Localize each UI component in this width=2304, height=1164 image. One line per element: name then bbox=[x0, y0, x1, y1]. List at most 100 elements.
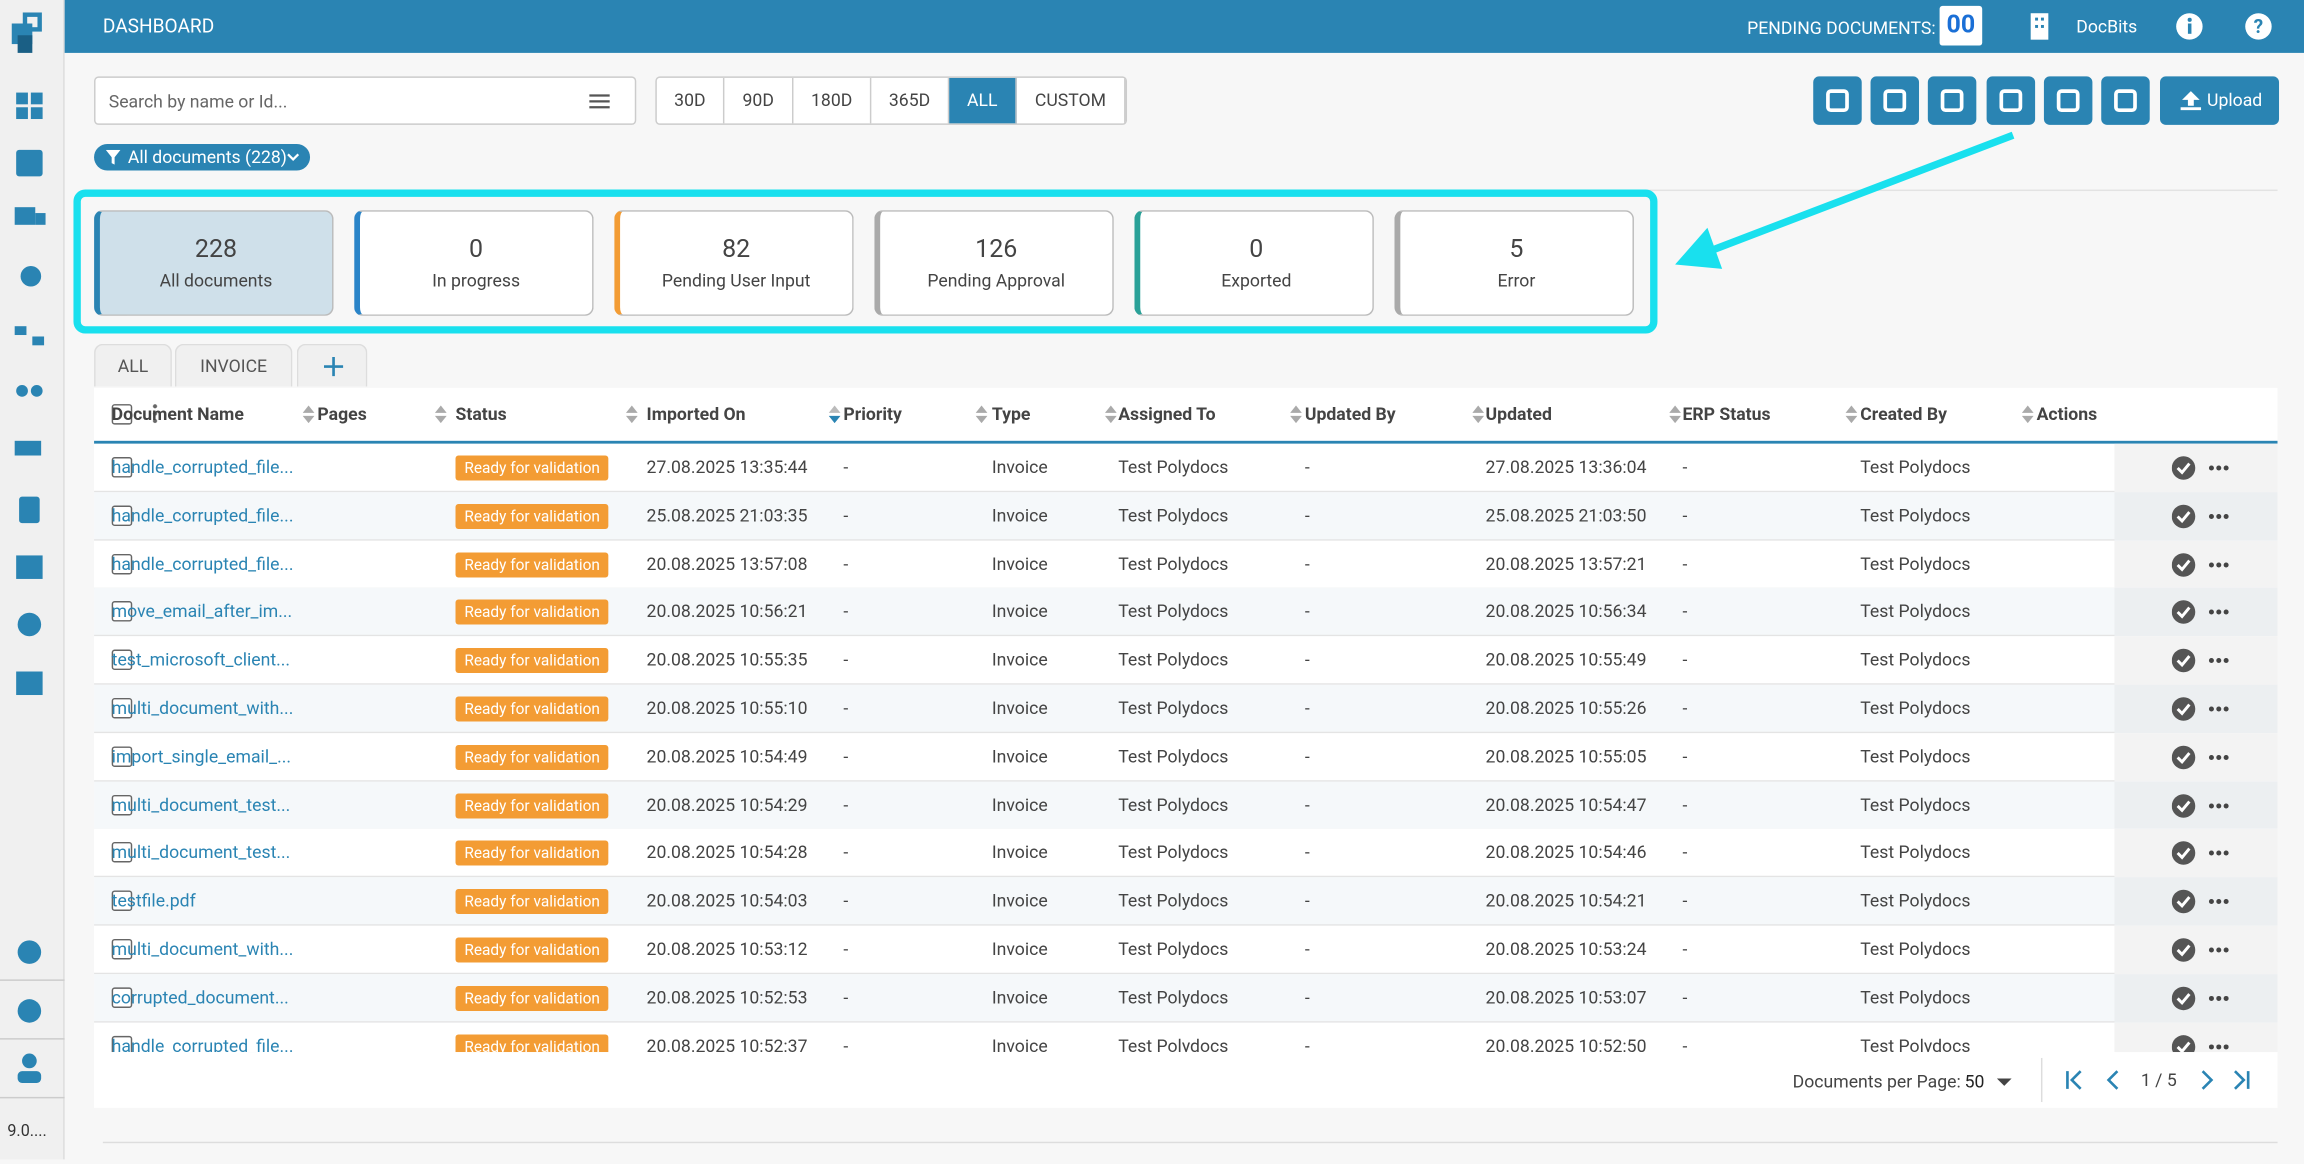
icon-button[interactable] bbox=[2044, 76, 2092, 124]
table-row[interactable]: handle_corrupted_file...1Ready for valid… bbox=[94, 444, 2278, 492]
add-tab[interactable] bbox=[297, 344, 368, 387]
tab[interactable]: INVOICE bbox=[175, 344, 293, 387]
column-header[interactable]: Type bbox=[992, 388, 1031, 441]
icon-button[interactable] bbox=[1813, 76, 1861, 124]
sort-icon[interactable] bbox=[1846, 406, 1858, 428]
pending-count[interactable]: 00 bbox=[1940, 6, 1983, 46]
document-link[interactable]: handle_corrupted_file... bbox=[112, 1022, 294, 1052]
per-page-select[interactable]: 50 bbox=[1965, 1071, 1985, 1092]
column-header[interactable]: Imported On bbox=[647, 388, 746, 441]
table-row[interactable]: multi_document_test...1Ready for validat… bbox=[94, 781, 2278, 829]
sort-icon[interactable] bbox=[303, 406, 315, 428]
table-cell: Test Polydocs bbox=[1860, 733, 1970, 780]
document-link[interactable]: move_email_after_im... bbox=[112, 588, 293, 635]
status-badge: Ready for validation bbox=[456, 648, 609, 673]
range-button[interactable]: 180D bbox=[793, 78, 871, 124]
document-link[interactable]: testfile.pdf bbox=[112, 878, 196, 925]
column-header[interactable]: Priority bbox=[843, 388, 901, 441]
table-row[interactable]: corrupted_document...1Ready for validati… bbox=[94, 974, 2278, 1022]
document-link[interactable]: multi_document_test... bbox=[112, 781, 291, 828]
table-row[interactable]: multi_document_with...1Ready for validat… bbox=[94, 685, 2278, 733]
row-actions[interactable] bbox=[2172, 696, 2243, 725]
upload-button[interactable]: Upload bbox=[2160, 76, 2279, 124]
row-actions[interactable] bbox=[2172, 841, 2243, 870]
table-row[interactable]: multi_document_test...1Ready for validat… bbox=[94, 829, 2278, 877]
range-button[interactable]: 30D bbox=[657, 78, 725, 124]
table-cell: - bbox=[1682, 829, 1687, 876]
icon-button[interactable] bbox=[1987, 76, 2035, 124]
document-link[interactable]: corrupted_document... bbox=[112, 974, 289, 1021]
status-cell: Ready for validation bbox=[456, 926, 609, 973]
tab[interactable]: ALL bbox=[94, 344, 172, 387]
company-name[interactable]: DocBits bbox=[2076, 16, 2137, 37]
table-row[interactable]: handle_corrupted_file...1Ready for valid… bbox=[94, 540, 2278, 588]
sort-icon[interactable] bbox=[1669, 406, 1681, 428]
table-row[interactable]: import_single_email_...1Ready for valida… bbox=[94, 733, 2278, 781]
document-link[interactable]: handle_corrupted_file... bbox=[112, 492, 294, 539]
document-link[interactable]: test_microsoft_client... bbox=[112, 637, 290, 684]
table-cell: 20.08.2025 10:52:53 bbox=[647, 974, 808, 1021]
icon-button[interactable] bbox=[1928, 76, 1976, 124]
range-button[interactable]: CUSTOM bbox=[1017, 78, 1126, 124]
sort-icon[interactable] bbox=[2022, 406, 2034, 428]
status-badge: Ready for validation bbox=[456, 745, 609, 770]
table-row[interactable]: handle_corrupted_file...1Ready for valid… bbox=[94, 492, 2278, 540]
range-button[interactable]: ALL bbox=[949, 78, 1017, 124]
table-row[interactable]: handle_corrupted_file...1Ready for valid… bbox=[94, 1022, 2278, 1052]
row-actions[interactable] bbox=[2172, 600, 2243, 629]
sort-icon[interactable] bbox=[435, 406, 447, 428]
column-header[interactable]: ERP Status bbox=[1682, 388, 1770, 441]
row-actions[interactable] bbox=[2172, 937, 2243, 966]
document-link[interactable]: multi_document_with... bbox=[112, 926, 294, 973]
table-cell: Test Polydocs bbox=[1118, 926, 1228, 973]
help-icon[interactable]: ? bbox=[2244, 12, 2273, 41]
icon-button[interactable] bbox=[2101, 76, 2149, 124]
document-link[interactable]: handle_corrupted_file... bbox=[112, 444, 294, 491]
date-range-group: 30D90D180D365DALLCUSTOM bbox=[655, 76, 1127, 124]
sort-icon[interactable] bbox=[1105, 406, 1117, 428]
document-link[interactable]: import_single_email_... bbox=[112, 733, 291, 780]
column-header[interactable]: Assigned To bbox=[1118, 388, 1215, 441]
info-icon[interactable] bbox=[2175, 12, 2204, 41]
table-cell: 20.08.2025 10:53:24 bbox=[1486, 926, 1647, 973]
document-link[interactable]: handle_corrupted_file... bbox=[112, 540, 294, 587]
row-actions[interactable] bbox=[2172, 504, 2243, 533]
dropdown-icon[interactable] bbox=[1997, 1079, 2012, 1088]
sort-icon[interactable] bbox=[626, 406, 638, 428]
sort-icon[interactable] bbox=[1290, 406, 1302, 428]
column-header[interactable]: Created By bbox=[1860, 388, 1947, 441]
status-cell: Ready for validation bbox=[456, 878, 609, 925]
filter-settings-icon[interactable] bbox=[589, 91, 610, 112]
sort-icon[interactable] bbox=[1472, 406, 1484, 428]
row-actions[interactable] bbox=[2172, 456, 2243, 485]
table-row[interactable]: test_microsoft_client...1Ready for valid… bbox=[94, 637, 2278, 685]
table-cell: - bbox=[1682, 974, 1687, 1021]
status-badge: Ready for validation bbox=[456, 986, 609, 1011]
row-actions[interactable] bbox=[2172, 889, 2243, 918]
row-actions[interactable] bbox=[2172, 793, 2243, 822]
sort-icon[interactable] bbox=[976, 406, 988, 428]
column-header[interactable]: Updated By bbox=[1305, 388, 1396, 441]
column-header[interactable]: Document Name bbox=[112, 388, 244, 441]
column-header[interactable]: Pages bbox=[317, 388, 366, 441]
table-row[interactable]: move_email_after_im...1Ready for validat… bbox=[94, 588, 2278, 636]
table-row[interactable]: testfile.pdf1Ready for validation20.08.2… bbox=[94, 878, 2278, 926]
column-header[interactable]: Updated bbox=[1486, 388, 1552, 441]
row-actions[interactable] bbox=[2172, 1034, 2243, 1052]
range-button[interactable]: 90D bbox=[724, 78, 793, 124]
table-row[interactable]: multi_document_with...1Ready for validat… bbox=[94, 926, 2278, 974]
status-cell: Ready for validation bbox=[456, 781, 609, 828]
document-link[interactable]: multi_document_test... bbox=[112, 829, 291, 876]
icon-button[interactable] bbox=[1871, 76, 1919, 124]
row-actions[interactable] bbox=[2172, 648, 2243, 677]
sort-icon[interactable] bbox=[829, 406, 841, 428]
search-box[interactable]: Search by name or Id... bbox=[94, 76, 636, 124]
filter-chip[interactable]: All documents (228) bbox=[94, 144, 310, 170]
row-actions[interactable] bbox=[2172, 745, 2243, 774]
row-actions[interactable] bbox=[2172, 986, 2243, 1015]
version: 9.0.... bbox=[7, 1121, 46, 1140]
document-link[interactable]: multi_document_with... bbox=[112, 685, 294, 732]
range-button[interactable]: 365D bbox=[871, 78, 949, 124]
row-actions[interactable] bbox=[2172, 552, 2243, 581]
column-header[interactable]: Status bbox=[456, 388, 507, 441]
